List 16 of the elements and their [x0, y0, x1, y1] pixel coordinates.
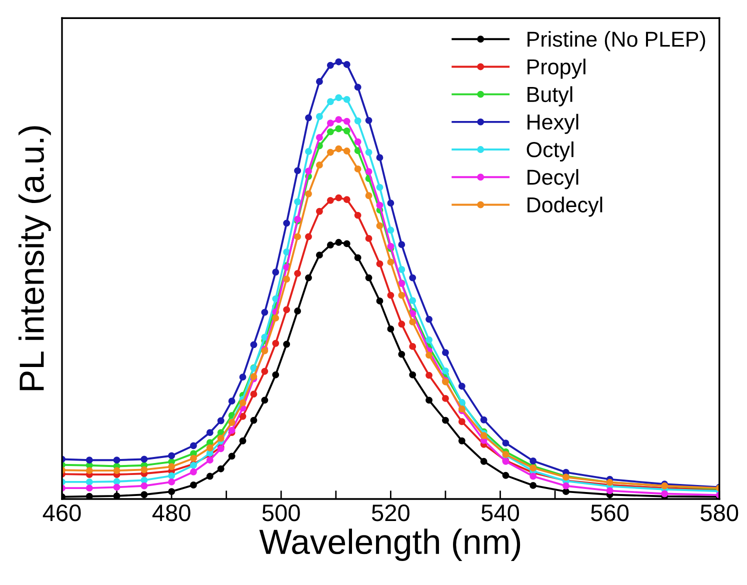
- x-tick-label: 580: [700, 504, 738, 522]
- x-tick-label: 480: [152, 504, 190, 522]
- legend-label: Decyl: [528, 169, 578, 190]
- legend-label: Pristine (No PLEP): [528, 31, 706, 52]
- x-tick-label: 500: [262, 504, 300, 522]
- legend-label: Dodecyl: [528, 196, 602, 217]
- x-axis-title: Wavelength (nm): [259, 528, 520, 562]
- x-tick-label: 460: [42, 504, 81, 522]
- y-axis-title: PL intensity (a.u.): [18, 126, 51, 390]
- x-tick-label: 560: [591, 504, 629, 522]
- legend-label: Propyl: [528, 58, 586, 79]
- legend-label: Butyl: [528, 86, 572, 106]
- x-tick-label: 520: [372, 504, 410, 522]
- legend-label: Octyl: [526, 141, 574, 162]
- x-tick-label: 540: [481, 504, 520, 522]
- legend-label: Hexyl: [528, 114, 578, 134]
